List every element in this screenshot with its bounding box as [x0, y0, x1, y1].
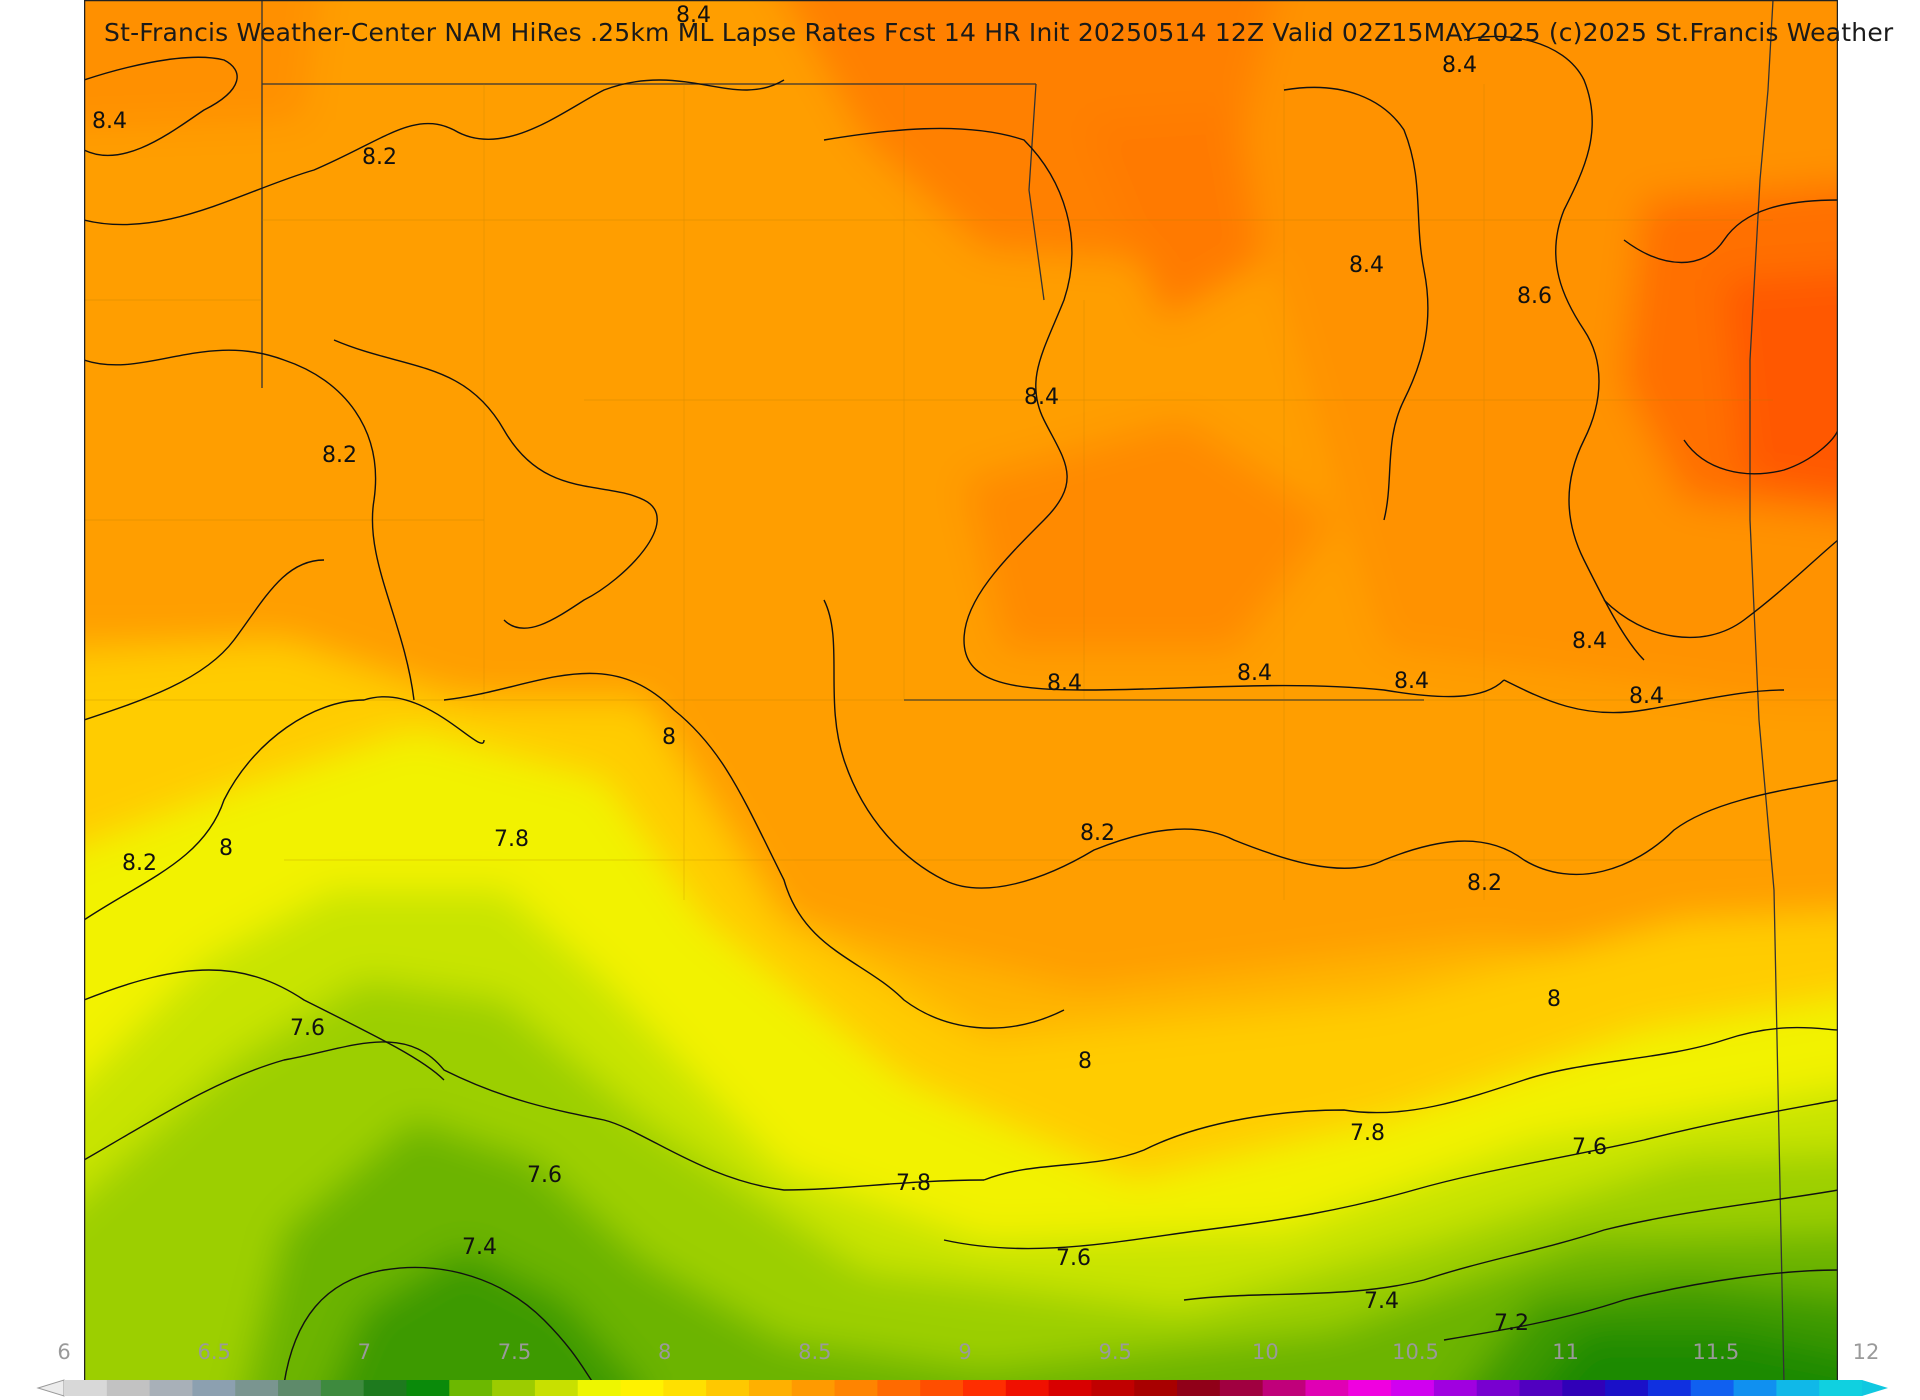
colorbar-swatch	[235, 1380, 279, 1396]
colorbar-swatch	[620, 1380, 664, 1396]
colorbar-swatch	[1005, 1380, 1050, 1396]
contour-label: 7.2	[1494, 1311, 1529, 1336]
contour-labels: 8.4 8.4 8.4 8.2 8.2 8.4 8.4 8.6 8.4 8.4 …	[92, 3, 1664, 1336]
colorbar-swatch	[577, 1380, 622, 1396]
colorbar-swatch	[449, 1380, 493, 1396]
contour-label: 8.2	[1080, 821, 1115, 846]
colorbar-tick-label: 11	[1552, 1340, 1580, 1364]
colorbar-tick-label: 10.5	[1392, 1340, 1439, 1364]
colorbar-swatch	[1305, 1380, 1349, 1396]
colorbar-tick-label: 9.5	[1098, 1340, 1132, 1364]
colorbar-swatch	[791, 1380, 836, 1396]
colorbar-swatch	[192, 1380, 236, 1396]
colorbar-swatch	[1134, 1380, 1178, 1396]
colorbar-swatch	[1391, 1380, 1435, 1396]
colorbar-swatch	[1605, 1380, 1649, 1396]
contour-label: 7.6	[290, 1016, 325, 1041]
colorbar-swatch	[748, 1380, 793, 1396]
lapse-rate-shading	[84, 0, 1838, 1384]
colorbar-swatch	[1476, 1380, 1521, 1396]
colorbar-tick-label: 9	[958, 1340, 972, 1364]
colorbar-swatch	[1819, 1380, 1863, 1396]
contour-label: 8.2	[362, 145, 397, 170]
colorbar-tick-label: 12	[1852, 1340, 1880, 1364]
colorbar-swatch	[877, 1380, 921, 1396]
colorbar-swatch	[1348, 1380, 1392, 1396]
contour-label: 8	[662, 725, 676, 750]
colorbar-labels: 6 6.5 7 7.5 8 8.5 9 9.5 10 10.5 11 11.5 12	[0, 1340, 1920, 1370]
colorbar-swatch	[706, 1380, 750, 1396]
colorbar-tick-label: 11.5	[1692, 1340, 1740, 1364]
colorbar-swatch	[1048, 1380, 1092, 1396]
colorbar-swatch	[363, 1380, 407, 1396]
colorbar-swatch	[1219, 1380, 1264, 1396]
colorbar-swatch	[834, 1380, 878, 1396]
colorbar-swatch	[1177, 1380, 1221, 1396]
contour-label: 8.2	[122, 851, 157, 876]
contour-label: 7.6	[1056, 1246, 1091, 1271]
contour-label: 8.4	[92, 109, 127, 134]
colorbar-tick-label: 8.5	[798, 1340, 832, 1364]
contour-label: 8	[1547, 987, 1561, 1012]
colorbar-swatch	[1690, 1380, 1735, 1396]
map-panel: 8.4 8.4 8.4 8.2 8.2 8.4 8.4 8.6 8.4 8.4 …	[84, 0, 1838, 1384]
state-borders	[261, 0, 1785, 1384]
contour-label: 8.4	[676, 3, 711, 28]
colorbar-swatch	[320, 1380, 365, 1396]
colorbar-tick-label: 8	[657, 1340, 672, 1364]
contour-label: 8.2	[1467, 871, 1502, 896]
contour-label: 8.6	[1517, 284, 1552, 309]
contour-label: 7.6	[527, 1163, 562, 1188]
colorbar	[36, 1379, 1888, 1397]
contour-label: 8.4	[1442, 53, 1477, 78]
colorbar-max-arrow	[1862, 1380, 1888, 1396]
contour-label: 7.8	[494, 827, 529, 852]
colorbar-swatch	[492, 1380, 536, 1396]
colorbar-tick-label: 6.5	[197, 1340, 231, 1364]
colorbar-swatch	[1433, 1380, 1478, 1396]
lapse-rate-map: 8.4 8.4 8.4 8.2 8.2 8.4 8.4 8.6 8.4 8.4 …	[84, 0, 1838, 1384]
colorbar-tick-label: 7.5	[497, 1340, 532, 1364]
contour-label: 8.4	[1237, 661, 1272, 686]
county-lines	[84, 84, 1838, 900]
contour-label: 8.4	[1024, 385, 1059, 410]
contour-label: 7.8	[896, 1171, 931, 1196]
colorbar-swatch	[663, 1380, 707, 1396]
contour-label: 7.8	[1350, 1121, 1385, 1146]
colorbar-tick-label: 6	[57, 1340, 71, 1364]
contour-label: 7.6	[1572, 1135, 1607, 1160]
contour-label: 8.4	[1572, 629, 1607, 654]
contour-label: 8	[1078, 1049, 1092, 1074]
colorbar-swatch	[534, 1380, 579, 1396]
colorbar-swatch	[963, 1380, 1007, 1396]
colorbar-swatch	[1776, 1380, 1820, 1396]
contour-label: 7.4	[462, 1235, 497, 1260]
colorbar-swatch	[1262, 1380, 1306, 1396]
contour-label: 8.4	[1349, 253, 1384, 278]
colorbar-swatch	[149, 1380, 193, 1396]
contour-label: 8	[219, 836, 233, 861]
colorbar-swatch	[1733, 1380, 1777, 1396]
colorbar-tick-label: 10	[1251, 1340, 1279, 1364]
contour-lines	[84, 35, 1838, 1384]
colorbar-swatch	[1647, 1380, 1692, 1396]
colorbar-swatch	[1562, 1380, 1606, 1396]
contour-label: 7.4	[1364, 1289, 1399, 1314]
map-title: St-Francis Weather-Center NAM HiRes .25k…	[104, 18, 1894, 47]
contour-label: 8.2	[322, 443, 357, 468]
colorbar-swatch	[1519, 1380, 1563, 1396]
colorbar-swatch	[106, 1380, 151, 1396]
contour-label: 8.4	[1047, 671, 1082, 696]
colorbar-swatch	[278, 1380, 322, 1396]
colorbar-swatch	[64, 1380, 108, 1396]
contour-label: 8.4	[1394, 669, 1429, 694]
colorbar-min-arrow	[36, 1379, 65, 1397]
colorbar-swatch	[406, 1380, 450, 1396]
colorbar-tick-label: 7	[357, 1340, 372, 1364]
contour-label: 8.4	[1629, 684, 1664, 709]
colorbar-swatch	[1091, 1380, 1135, 1396]
colorbar-swatch	[920, 1380, 964, 1396]
